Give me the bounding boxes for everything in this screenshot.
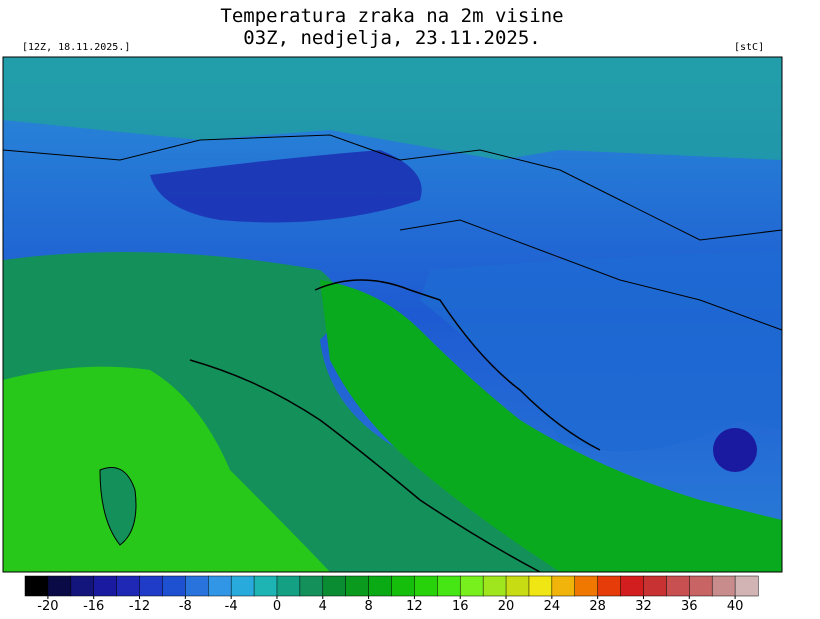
colorbar-cell xyxy=(116,575,141,597)
colorbar-cell xyxy=(666,575,690,597)
colorbar-tick-label: -12 xyxy=(129,599,150,614)
colorbar-tick-label: 20 xyxy=(498,599,515,614)
colorbar-tick-label: 40 xyxy=(727,599,744,614)
colorbar-cell xyxy=(230,575,255,597)
adriatic-sea xyxy=(320,280,782,572)
colorbar-cell xyxy=(299,575,324,597)
colorbar-cell xyxy=(322,575,347,597)
title: Temperatura zraka na 2m visine xyxy=(220,5,563,27)
tyrrhenian-sea xyxy=(3,366,330,572)
colorbar-cell xyxy=(551,575,576,597)
colorbar-cell xyxy=(185,575,209,597)
colorbar-cell xyxy=(368,575,393,597)
coastline xyxy=(314,279,601,451)
colorbar-cell xyxy=(47,575,72,597)
colorbar: -20 -16 -12 -8 -4 0 4 8 12 16 20 24 28 32 36 40 xyxy=(24,575,759,614)
map xyxy=(2,56,783,573)
colorbar-tick-label: 32 xyxy=(635,599,652,614)
colorbar-cell xyxy=(253,575,278,597)
colorbar-cell xyxy=(391,575,415,597)
north-region xyxy=(3,57,782,160)
colorbar-tick-label: -20 xyxy=(37,599,58,614)
unit: [stC] xyxy=(734,42,764,53)
colorbar-cell xyxy=(505,575,530,597)
colorbar-cell xyxy=(643,575,667,597)
colorbar-cell xyxy=(482,575,507,597)
run-time: [12Z, 18.11.2025.] xyxy=(22,42,130,53)
alps-cold xyxy=(150,150,422,223)
colorbar-tick-label: -8 xyxy=(179,599,192,614)
colorbar-cell xyxy=(162,575,186,597)
colorbar-tick-label: -4 xyxy=(225,599,238,614)
colorbar-cell xyxy=(574,575,599,597)
colorbar-cell xyxy=(597,575,622,597)
colorbar-tick-label: 12 xyxy=(406,599,423,614)
colorbar-tick-label: 16 xyxy=(452,599,469,614)
colorbar-cell xyxy=(276,575,301,597)
coastline-italy xyxy=(189,359,541,573)
colorbar-cell xyxy=(414,575,438,597)
colorbar-cell xyxy=(93,575,118,597)
colorbar-cell xyxy=(689,575,713,597)
border xyxy=(399,219,783,331)
colorbar-cell xyxy=(528,575,553,597)
colorbar-tick-label: -16 xyxy=(83,599,104,614)
colorbar-cell xyxy=(459,575,484,597)
corsica xyxy=(99,467,137,546)
colorbar-cell xyxy=(620,575,645,597)
colorbar-cell xyxy=(345,575,370,597)
colorbar-cell xyxy=(437,575,461,597)
colorbar-cell xyxy=(734,575,759,597)
colorbar-tick-label: 28 xyxy=(589,599,606,614)
colorbar-tick-label: 0 xyxy=(273,599,281,614)
colorbar-tick-label: 36 xyxy=(681,599,698,614)
colorbar-tick-label: 4 xyxy=(319,599,327,614)
cold-spot xyxy=(713,428,757,472)
colorbar-cell xyxy=(208,575,232,597)
subtitle: 03Z, nedjelja, 23.11.2025. xyxy=(243,27,540,49)
colorbar-tick-label: 8 xyxy=(364,599,372,614)
map-frame xyxy=(2,56,783,573)
colorbar-cell xyxy=(24,575,49,597)
colorbar-cell xyxy=(70,575,95,597)
balkans xyxy=(420,250,782,452)
colorbar-cell xyxy=(711,575,736,597)
border xyxy=(2,134,783,241)
colorbar-tick-label: 24 xyxy=(544,599,561,614)
colorbar-cell xyxy=(139,575,163,597)
